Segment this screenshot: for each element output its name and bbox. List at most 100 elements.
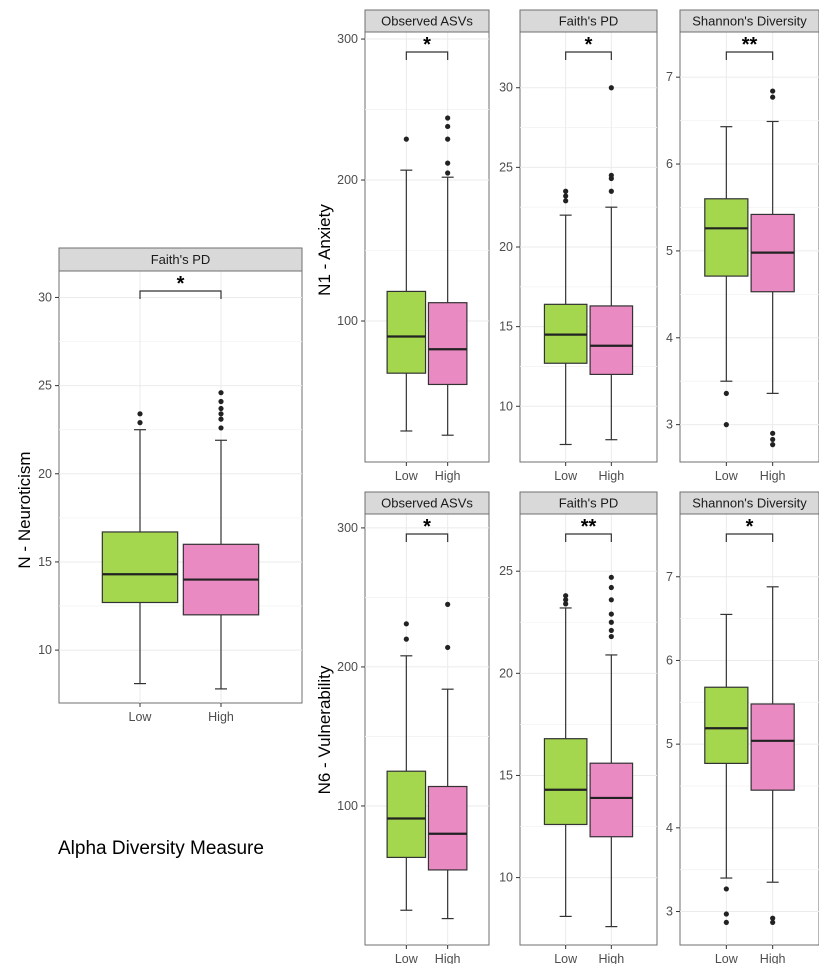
y-tick-label: 15: [499, 320, 513, 334]
y-tick-label: 200: [337, 660, 358, 674]
outlier-point-high: [770, 915, 776, 921]
outlier-point-low: [723, 919, 729, 926]
x-tick-label-low: Low: [554, 469, 578, 483]
outlier-point-high: [608, 619, 614, 625]
outlier-point-low: [403, 621, 409, 627]
y-tick-label: 4: [666, 331, 673, 345]
outlier-point-low: [563, 593, 569, 599]
y-tick-label: 3: [666, 418, 673, 432]
y-tick-label: 3: [666, 905, 673, 919]
panel-background: [58, 270, 303, 704]
x-tick-label-high: High: [208, 710, 234, 724]
outlier-point-low: [137, 411, 143, 417]
y-tick-label: 5: [666, 244, 673, 258]
significance-label: *: [746, 516, 754, 538]
outlier-point-high: [608, 85, 614, 91]
y-tick-label: 300: [337, 521, 358, 535]
y-tick-label: 6: [666, 653, 673, 667]
outlier-point-high: [770, 436, 776, 443]
y-tick-label: 6: [666, 157, 673, 171]
box-high: [750, 703, 795, 791]
significance-bracket: [139, 290, 222, 299]
x-tick-label-high: High: [598, 952, 624, 964]
strip-header: [58, 247, 303, 272]
y-tick-label: 25: [38, 379, 52, 393]
y-tick-label: 100: [337, 799, 358, 813]
strip-header: [519, 491, 658, 515]
box-high: [589, 762, 634, 838]
outlier-point-high: [770, 88, 776, 94]
outlier-point-high: [218, 425, 224, 431]
y-tick-label: 30: [38, 290, 52, 304]
panel-background: [519, 513, 658, 946]
x-tick-label-low: Low: [715, 952, 739, 964]
box-high: [427, 785, 468, 871]
x-tick-label-low: Low: [395, 469, 419, 483]
outlier-point-low: [723, 886, 729, 892]
x-tick-label-high: High: [435, 469, 461, 483]
x-tick-label-high: High: [760, 469, 786, 483]
significance-bracket: [565, 533, 612, 542]
strip-label: Faith's PD: [151, 252, 211, 267]
outlier-point-high: [218, 405, 224, 412]
y-tick-label: 7: [666, 570, 673, 584]
box-low: [386, 770, 427, 859]
x-tick-label-high: High: [760, 952, 786, 964]
x-tick-label-low: Low: [715, 469, 739, 483]
outlier-point-low: [563, 597, 569, 603]
panel-4: 3 4 5 6 7 Low High ** Shannon's Diversity: [666, 9, 819, 483]
outlier-point-high: [608, 584, 614, 591]
outlier-point-high: [218, 411, 224, 417]
outlier-point-high: [445, 160, 451, 166]
y-tick-label: 25: [499, 564, 513, 578]
significance-bracket: [725, 51, 774, 60]
outlier-point-high: [608, 188, 614, 194]
y-tick-label: 4: [666, 821, 673, 835]
panel-7: 3 4 5 6 7 Low High * Shannon's Diversity: [666, 491, 819, 964]
panel-6: 10 15 20 25 Low High ** Faith's PD: [499, 491, 658, 964]
significance-bracket: [405, 51, 449, 60]
box-low: [101, 531, 179, 604]
y-tick-label: 7: [666, 70, 673, 84]
significance-bracket: [565, 51, 612, 60]
y-axis-label: N - Neuroticism: [15, 451, 34, 568]
y-tick-label: 200: [337, 173, 358, 187]
y-tick-label: 100: [337, 314, 358, 328]
panel-background: [679, 31, 819, 463]
x-tick-label-low: Low: [129, 710, 153, 724]
significance-label: **: [742, 34, 758, 56]
outlier-point-high: [770, 919, 776, 926]
strip-label: Observed ASVs: [381, 496, 473, 511]
panel-1: 10 15 20 25 30 Low High * Faith's PD N - Neurotic…: [15, 247, 303, 724]
y-tick-label: 20: [38, 467, 52, 481]
strip-header: [364, 491, 490, 515]
outlier-point-low: [723, 911, 729, 917]
y-tick-label: 5: [666, 737, 673, 751]
outlier-point-low: [563, 188, 569, 194]
outlier-point-high: [608, 627, 614, 634]
outlier-point-high: [608, 633, 614, 640]
panel-5: 100 200 300 Low High * Observed ASVs N6 - Vulne…: [315, 491, 490, 964]
y-tick-label: 20: [499, 666, 513, 680]
box-low: [704, 686, 749, 764]
strip-header: [364, 9, 490, 33]
outlier-point-high: [445, 115, 451, 121]
outlier-point-high: [218, 416, 224, 422]
strip-label: Observed ASVs: [381, 14, 473, 29]
y-tick-label: 25: [499, 160, 513, 174]
outlier-point-high: [608, 597, 614, 603]
y-axis-label: N1 - Anxiety: [315, 204, 334, 296]
y-tick-label: 10: [38, 643, 52, 657]
outlier-point-low: [137, 420, 143, 426]
outlier-point-high: [608, 172, 614, 178]
outlier-point-high: [218, 398, 224, 405]
outlier-point-high: [770, 94, 776, 100]
y-tick-label: 300: [337, 32, 358, 46]
strip-label: Faith's PD: [559, 14, 619, 29]
outlier-point-low: [723, 390, 729, 396]
y-tick-label: 10: [499, 399, 513, 413]
panel-3: 10 15 20 25 30 Low High * Faith's PD: [499, 9, 658, 483]
outlier-point-high: [770, 430, 776, 436]
box-high: [427, 302, 468, 386]
